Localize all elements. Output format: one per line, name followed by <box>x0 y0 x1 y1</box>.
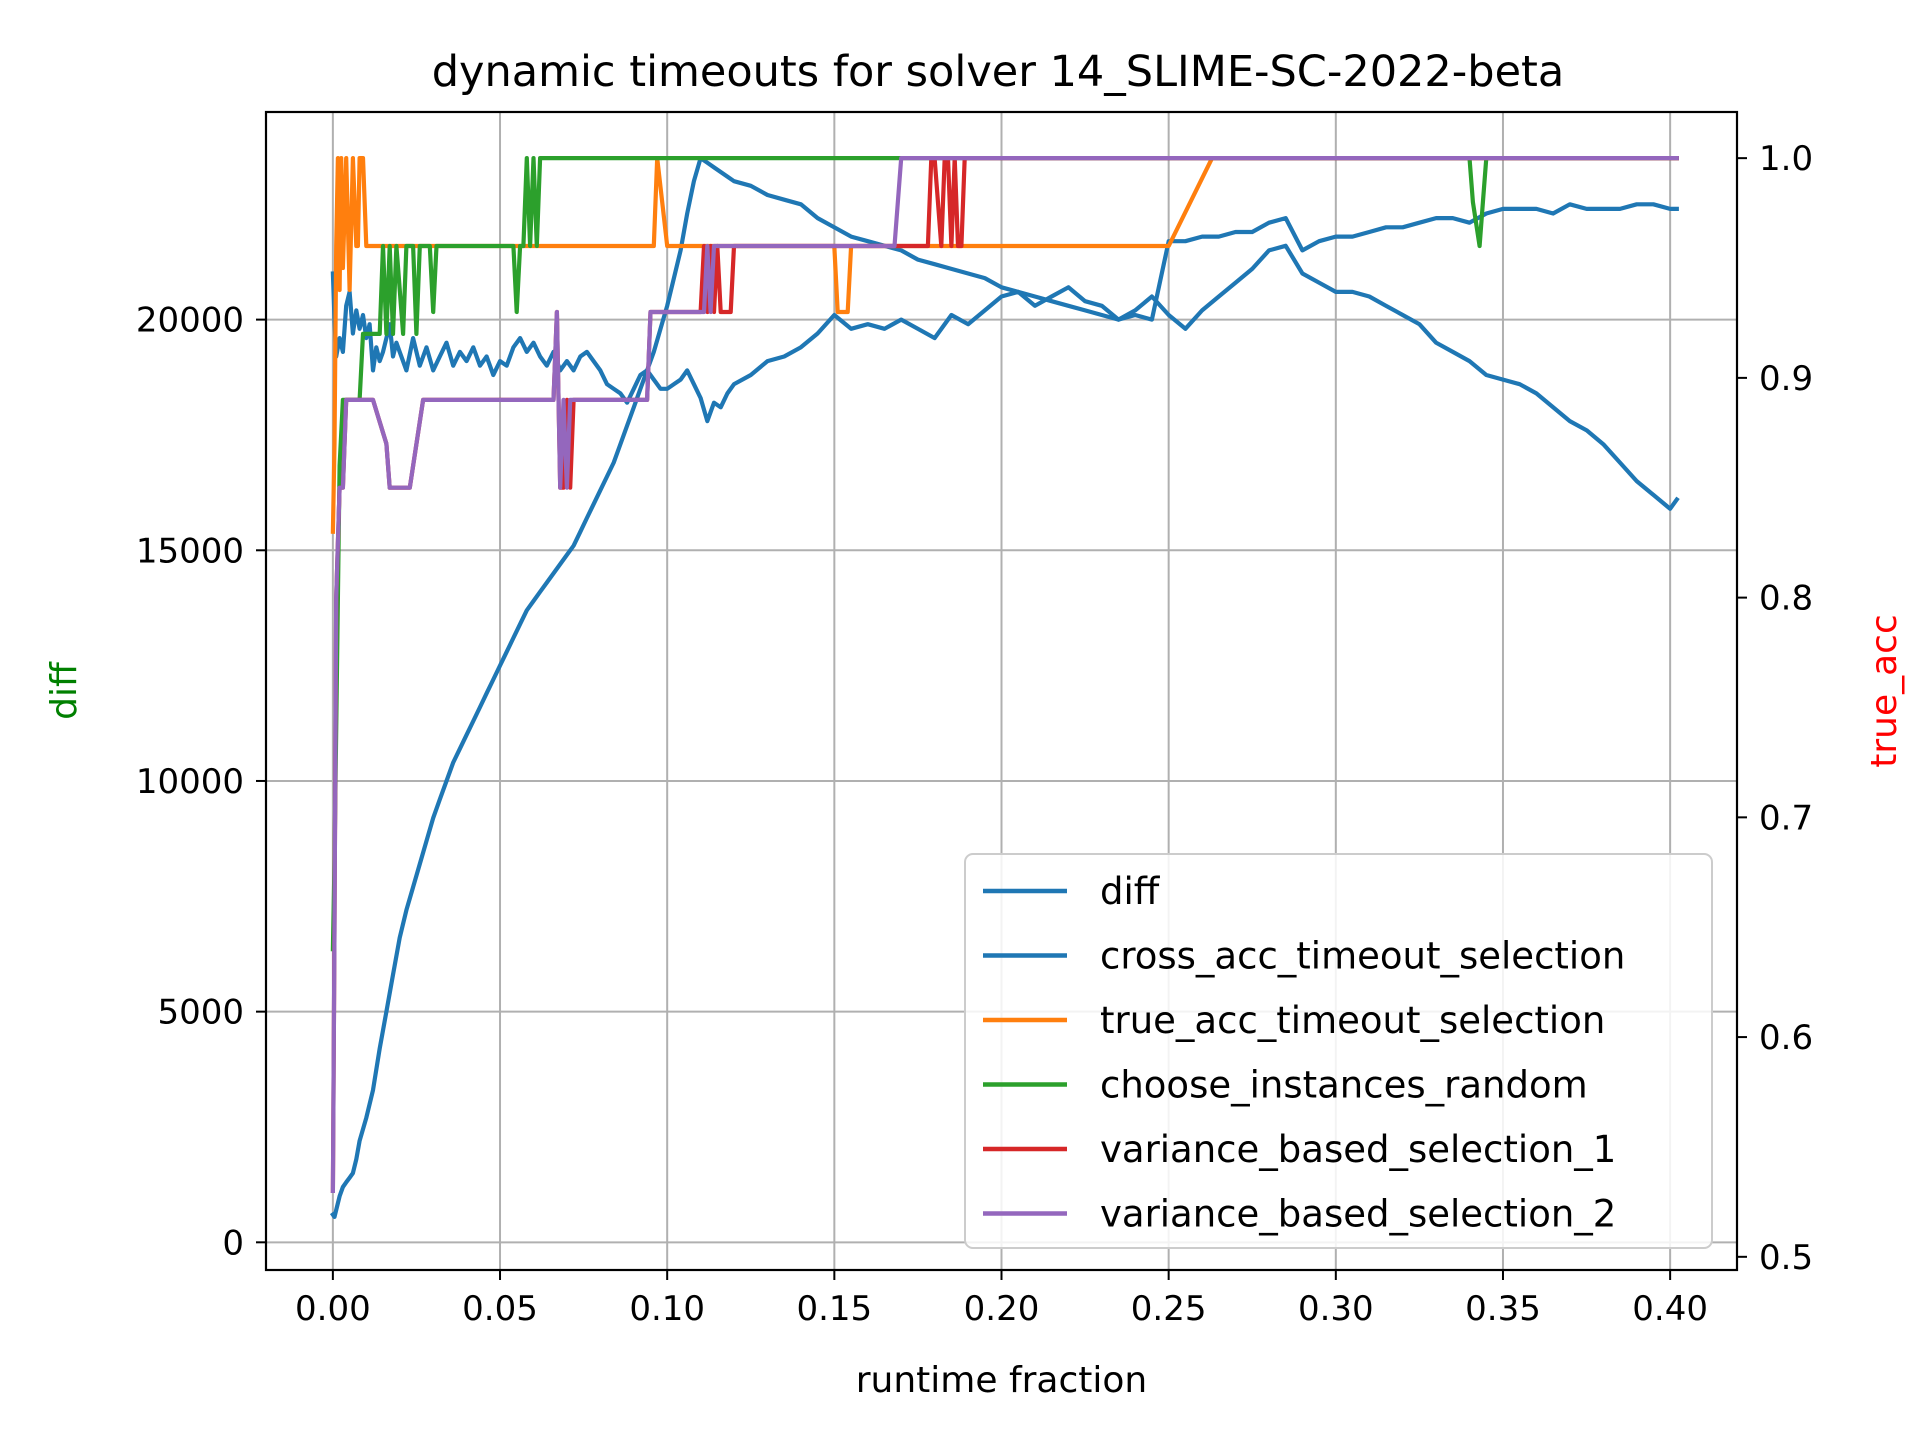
series-line-cross-acc-timeout-selection <box>330 243 1680 511</box>
x-tick-label: 0.05 <box>462 1289 538 1329</box>
legend: diff cross_acc_timeout_selection true_acc_… <box>964 853 1713 1249</box>
x-tick-label: 0.10 <box>629 1289 705 1329</box>
x-tick-label: 0.00 <box>295 1289 371 1329</box>
legend-label: variance_based_selection_2 <box>1100 1193 1616 1236</box>
chart-title: dynamic timeouts for solver 14_SLIME-SC-… <box>432 47 1565 97</box>
y-right-axis-title: true_acc <box>1864 614 1905 768</box>
x-axis-title: runtime fraction <box>856 1360 1148 1401</box>
y-left-tick-label: 5000 <box>157 993 244 1033</box>
legend-label: true_acc_timeout_selection <box>1100 999 1605 1042</box>
y-right-tick-label: 0.5 <box>1759 1238 1813 1278</box>
legend-label: diff <box>1100 870 1161 913</box>
legend-label: choose_instances_random <box>1100 1064 1588 1107</box>
series-line-variance-based-selection-2 <box>330 156 1679 1194</box>
legend-label: cross_acc_timeout_selection <box>1100 935 1625 978</box>
y-right-tick-label: 0.9 <box>1759 359 1813 399</box>
x-tick-label: 0.20 <box>964 1289 1040 1329</box>
y-left-tick-label: 15000 <box>136 531 244 571</box>
y-left-tick-label: 0 <box>222 1223 244 1263</box>
x-tick-label: 0.30 <box>1298 1289 1374 1329</box>
axes: 0.00 0.05 0.10 0.15 0.20 0.25 0.30 0.35 0.40 0 500… <box>136 139 1813 1329</box>
y-right-tick-label: 1.0 <box>1759 139 1813 179</box>
y-right-tick-label: 0.8 <box>1759 579 1813 619</box>
series-line-true-acc-timeout-selection <box>330 156 1679 534</box>
y-left-tick-label: 20000 <box>136 301 244 341</box>
y-left-tick-label: 10000 <box>136 762 244 802</box>
x-tick-label: 0.40 <box>1632 1289 1708 1329</box>
y-right-tick-label: 0.6 <box>1759 1018 1813 1058</box>
legend-label: variance_based_selection_1 <box>1100 1128 1616 1171</box>
series-line-diff <box>329 156 1679 1220</box>
y-right-tick-label: 0.7 <box>1759 798 1813 838</box>
legend-box <box>964 853 1713 1249</box>
x-tick-label: 0.25 <box>1131 1289 1207 1329</box>
plot-series <box>329 156 1680 1220</box>
x-tick-label: 0.35 <box>1465 1289 1541 1329</box>
y-left-axis-title: diff <box>44 661 85 720</box>
x-tick-label: 0.15 <box>796 1289 872 1329</box>
